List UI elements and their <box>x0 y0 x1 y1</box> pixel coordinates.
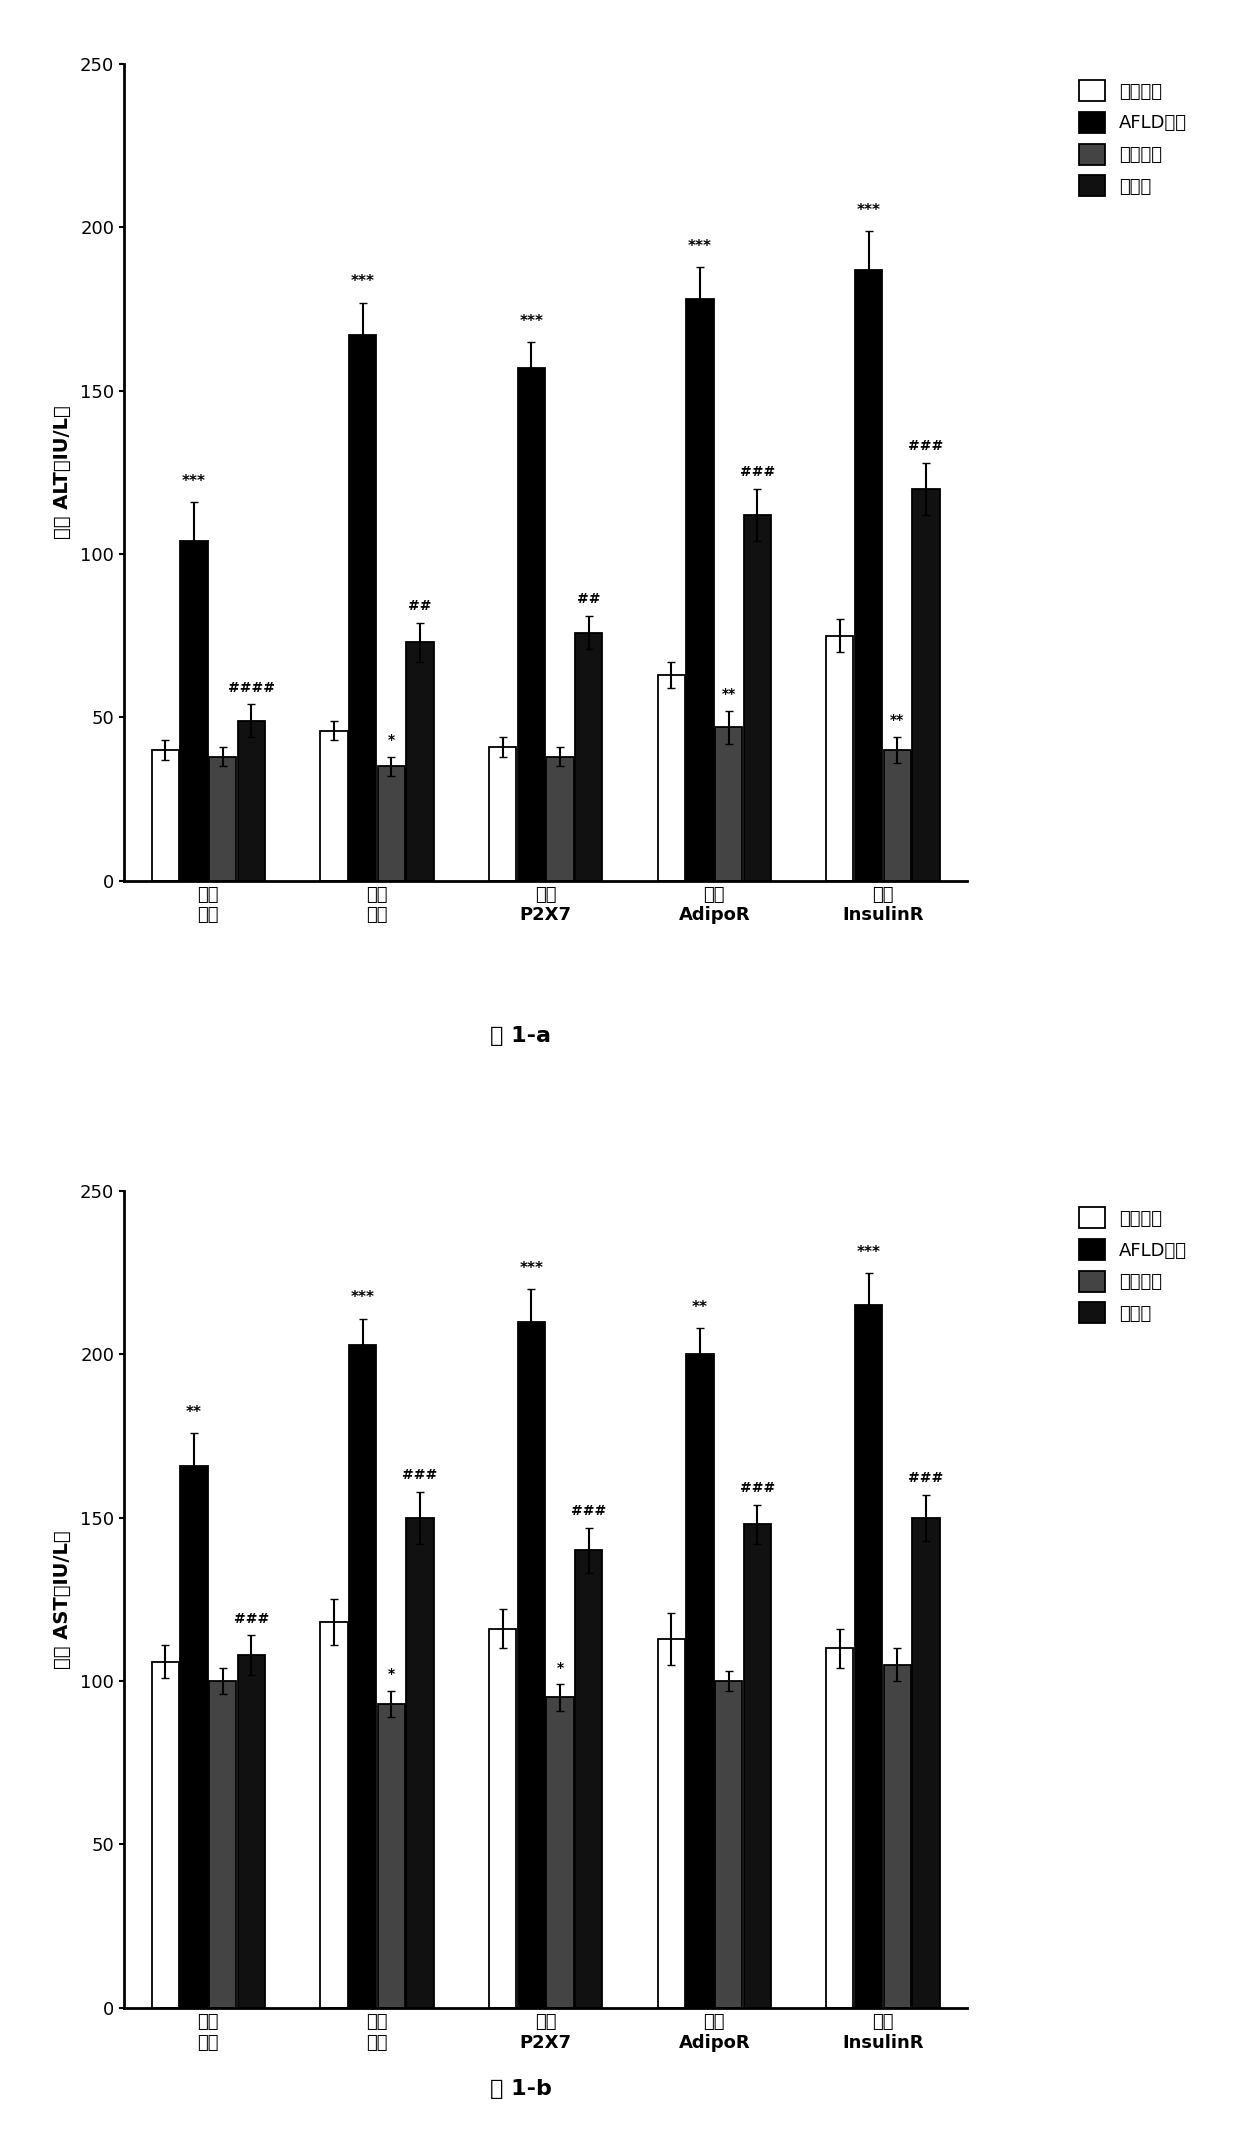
Text: **: ** <box>890 713 904 726</box>
Bar <box>348 335 376 880</box>
Bar <box>151 750 179 880</box>
Bar <box>348 1346 376 2008</box>
Text: ***: *** <box>351 1290 374 1305</box>
Bar <box>517 367 544 880</box>
Bar <box>180 1465 207 2008</box>
Bar <box>575 632 603 880</box>
Bar <box>715 726 743 880</box>
Text: ###: ### <box>739 466 775 478</box>
Y-axis label: 血清 ALT（IU/L）: 血清 ALT（IU/L） <box>52 406 72 538</box>
Text: **: ** <box>186 1405 202 1420</box>
Bar <box>715 1681 743 2008</box>
Text: ##: ## <box>408 598 432 613</box>
Bar <box>547 1698 574 2008</box>
Bar <box>854 1305 882 2008</box>
Bar <box>210 756 237 880</box>
Bar <box>489 1630 516 2008</box>
Bar <box>238 1655 265 2008</box>
Bar <box>657 675 684 880</box>
Text: ***: *** <box>857 203 880 218</box>
Text: ***: *** <box>857 1245 880 1260</box>
Text: **: ** <box>722 688 735 701</box>
Text: *: * <box>388 1668 394 1681</box>
Bar <box>517 1322 544 2008</box>
Bar <box>489 748 516 880</box>
Text: 图 1-b: 图 1-b <box>490 2078 552 2100</box>
Text: ###: ### <box>908 1472 944 1485</box>
Text: ***: *** <box>520 1260 543 1275</box>
Text: *: * <box>557 1660 563 1675</box>
Text: ***: *** <box>688 239 712 254</box>
Bar <box>657 1638 684 2008</box>
Bar <box>913 1519 940 2008</box>
Bar <box>320 731 347 880</box>
Bar <box>744 1525 771 2008</box>
Bar <box>884 750 911 880</box>
Text: ###: ### <box>908 438 944 453</box>
Bar <box>407 643 434 880</box>
Legend: 空白对照, AFLD模型, 阳性对照, 治疗组: 空白对照, AFLD模型, 阳性对照, 治疗组 <box>1073 1200 1194 1331</box>
Text: ##: ## <box>577 592 600 607</box>
Bar <box>180 540 207 880</box>
Text: 图 1-a: 图 1-a <box>490 1025 552 1047</box>
Bar <box>320 1623 347 2008</box>
Text: **: ** <box>692 1301 708 1316</box>
Bar <box>378 1705 405 2008</box>
Text: ###: ### <box>570 1504 606 1519</box>
Text: ***: *** <box>351 276 374 290</box>
Bar <box>575 1551 603 2008</box>
Text: ***: *** <box>182 474 206 489</box>
Y-axis label: 血清 AST（IU/L）: 血清 AST（IU/L） <box>52 1529 72 1668</box>
Bar <box>151 1662 179 2008</box>
Bar <box>378 767 405 880</box>
Bar <box>826 637 853 880</box>
Bar <box>238 720 265 880</box>
Text: ###: ### <box>739 1480 775 1495</box>
Bar <box>826 1649 853 2008</box>
Text: ###: ### <box>233 1613 269 1625</box>
Bar <box>744 515 771 880</box>
Bar <box>686 1354 713 2008</box>
Bar <box>547 756 574 880</box>
Text: ####: #### <box>228 681 275 694</box>
Bar <box>913 489 940 880</box>
Text: ###: ### <box>402 1467 438 1482</box>
Bar <box>884 1664 911 2008</box>
Bar <box>686 299 713 880</box>
Bar <box>854 269 882 880</box>
Bar <box>210 1681 237 2008</box>
Text: *: * <box>388 733 394 748</box>
Text: ***: *** <box>520 314 543 329</box>
Bar <box>407 1519 434 2008</box>
Legend: 空白对照, AFLD模型, 阳性对照, 治疗组: 空白对照, AFLD模型, 阳性对照, 治疗组 <box>1073 73 1194 203</box>
